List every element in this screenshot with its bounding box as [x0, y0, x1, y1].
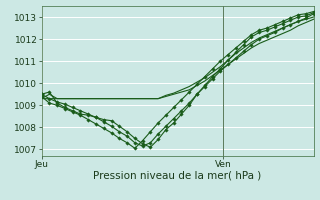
X-axis label: Pression niveau de la mer( hPa ): Pression niveau de la mer( hPa ): [93, 171, 262, 181]
